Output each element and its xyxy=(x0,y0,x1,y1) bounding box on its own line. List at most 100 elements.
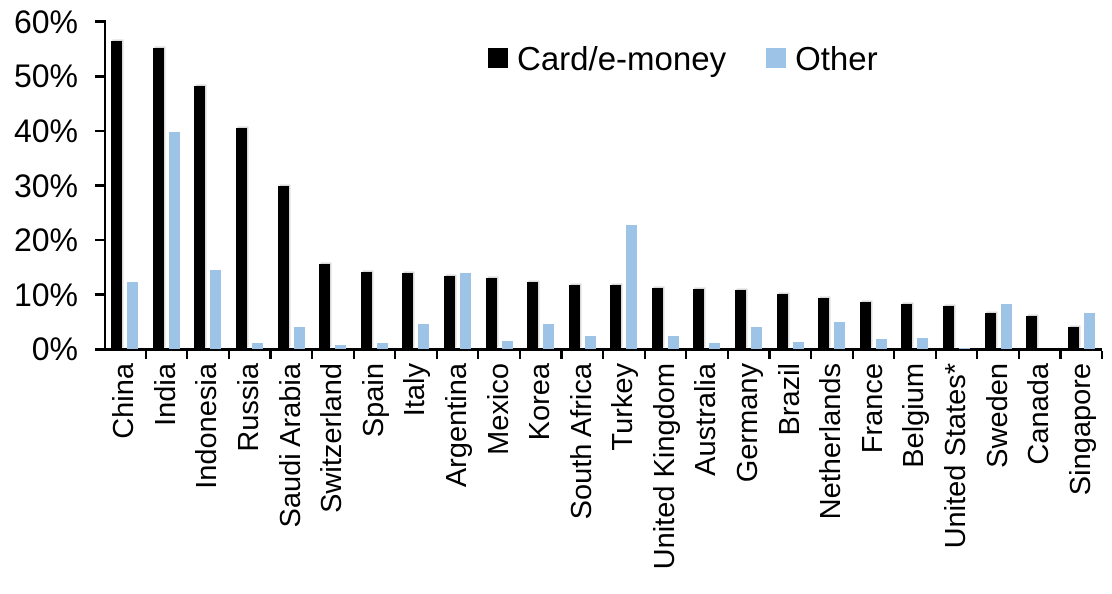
x-axis-label-box: Mexico xyxy=(478,363,520,581)
bar-group-Italy xyxy=(395,22,437,350)
x-axis-label-box: Italy xyxy=(395,363,437,581)
x-axis-tick xyxy=(144,351,147,360)
chart-legend: Card/e-money Other xyxy=(488,38,878,78)
bar-other-Italy xyxy=(418,323,430,350)
x-axis-label-box: Canada xyxy=(1019,363,1061,581)
x-axis-label-France: France xyxy=(856,363,889,454)
x-axis-tick xyxy=(310,351,314,360)
bar-other-Switzerland xyxy=(335,344,347,350)
x-axis-label-India: India xyxy=(149,363,182,427)
bar-card-e-money-Belgium xyxy=(901,303,913,350)
bar-other-India xyxy=(168,132,180,350)
bar-group-Belgium xyxy=(894,22,936,350)
bar-card-e-money-Russia xyxy=(236,128,248,350)
y-axis-tick xyxy=(95,129,106,133)
bar-card-e-money-Canada xyxy=(1026,316,1038,350)
bar-group-Korea xyxy=(520,22,562,350)
x-axis-label-box: Saudi Arabia xyxy=(270,363,312,581)
x-axis-label-box: Switzerland xyxy=(312,363,354,581)
legend-label-card-e-money: Card/e-money xyxy=(517,39,727,77)
x-axis-tick xyxy=(643,351,646,360)
y-axis-label-50%: 50% xyxy=(13,58,78,95)
card-e-money-swatch-icon xyxy=(488,48,508,68)
x-axis-label-box: Russia xyxy=(229,363,271,581)
y-axis-tick xyxy=(95,184,106,187)
bar-card-e-money-Italy xyxy=(402,272,414,350)
bar-other-Brazil xyxy=(792,342,804,350)
bar-group-Saudi Arabia xyxy=(270,22,312,350)
x-axis-label-box: India xyxy=(146,363,188,581)
bar-other-Belgium xyxy=(917,337,929,350)
y-axis-tick xyxy=(95,75,106,78)
x-axis-label-China: China xyxy=(108,363,141,440)
y-axis-label-60%: 60% xyxy=(13,3,78,40)
bar-group-India xyxy=(146,22,188,350)
x-axis-label-South Africa: South Africa xyxy=(565,363,598,520)
bar-other-Germany xyxy=(751,327,763,350)
bar-other-Saudi Arabia xyxy=(293,327,305,350)
x-axis-tick xyxy=(809,351,813,360)
x-axis-tick xyxy=(352,351,355,360)
x-axis-tick xyxy=(227,351,230,360)
bar-card-e-money-France xyxy=(859,301,871,350)
bar-other-Argentina xyxy=(459,273,471,350)
x-axis-tick xyxy=(768,351,771,360)
x-axis-label-Singapore: Singapore xyxy=(1064,363,1097,496)
bar-other-Korea xyxy=(543,324,555,350)
x-axis-tick xyxy=(269,351,272,360)
bar-card-e-money-India xyxy=(152,48,164,350)
x-axis-label-Mexico: Mexico xyxy=(482,363,515,456)
bar-other-United Kingdom xyxy=(667,336,679,350)
x-axis-label-Korea: Korea xyxy=(524,363,557,441)
bar-group-Argentina xyxy=(437,22,479,350)
y-axis-tick xyxy=(95,293,106,296)
x-axis-tick xyxy=(394,351,397,360)
bar-card-e-money-Switzerland xyxy=(319,264,331,350)
y-axis-label-40%: 40% xyxy=(13,112,78,149)
bar-other-China xyxy=(127,282,139,350)
bar-card-e-money-United States* xyxy=(942,305,954,350)
bar-other-Australia xyxy=(709,343,721,350)
x-axis-tick xyxy=(976,351,979,360)
x-axis-tick xyxy=(685,351,688,360)
y-axis-line xyxy=(103,20,107,351)
x-axis-label-Netherlands: Netherlands xyxy=(815,363,848,520)
x-axis-label-box: Turkey xyxy=(603,363,645,581)
y-axis-tick xyxy=(95,238,106,242)
x-axis-label-box: Brazil xyxy=(769,363,811,581)
x-axis-tick xyxy=(726,351,729,360)
bar-group-Sweden xyxy=(977,22,1019,350)
bar-other-France xyxy=(875,339,887,350)
x-axis-label-box: United Kingdom xyxy=(645,363,687,581)
x-axis-tick xyxy=(518,351,522,360)
legend-item-other: Other xyxy=(766,42,878,75)
bar-group-South Africa xyxy=(561,22,603,350)
bar-card-e-money-Spain xyxy=(360,272,372,350)
x-axis-label-box: Australia xyxy=(686,363,728,581)
bar-group-Brazil xyxy=(769,22,811,350)
x-axis-label-Italy: Italy xyxy=(399,363,432,417)
bar-card-e-money-Saudi Arabia xyxy=(277,185,289,350)
x-axis-tick xyxy=(934,351,937,360)
x-axis-label-Switzerland: Switzerland xyxy=(316,363,349,514)
x-axis-tick xyxy=(477,351,480,360)
x-axis-tick xyxy=(186,351,189,360)
x-axis-label-Saudi Arabia: Saudi Arabia xyxy=(274,363,307,528)
x-axis-label-Sweden: Sweden xyxy=(981,363,1014,469)
x-axis-tick xyxy=(1101,351,1104,360)
bar-other-Singapore xyxy=(1083,312,1095,350)
x-axis-label-box: United States* xyxy=(936,363,978,581)
x-axis-tick xyxy=(435,351,438,360)
bar-other-United States* xyxy=(958,347,970,350)
bar-card-e-money-Brazil xyxy=(776,294,788,350)
bar-card-e-money-Netherlands xyxy=(818,297,830,350)
x-axis-label-box: South Africa xyxy=(561,363,603,581)
bar-card-e-money-South Africa xyxy=(568,284,580,350)
bar-group-Singapore xyxy=(1060,22,1102,350)
x-axis-label-Indonesia: Indonesia xyxy=(191,363,224,490)
bar-group-Mexico xyxy=(478,22,520,350)
bar-card-e-money-China xyxy=(111,41,123,350)
bar-group-France xyxy=(853,22,895,350)
y-axis-label-10%: 10% xyxy=(13,276,78,313)
x-axis-label-box: Sweden xyxy=(977,363,1019,581)
